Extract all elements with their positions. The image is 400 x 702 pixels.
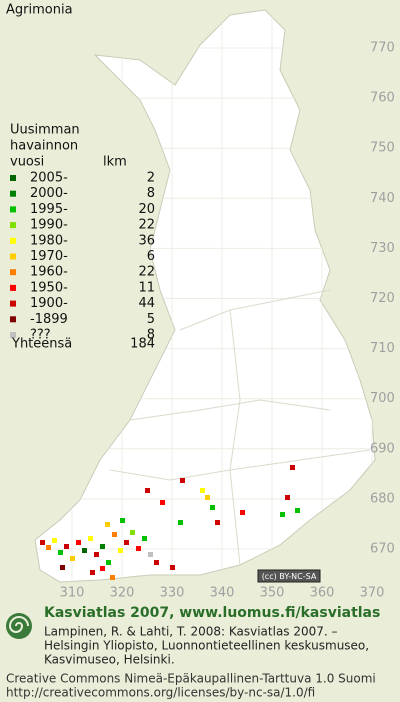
legend-count: 5 — [147, 312, 155, 327]
license-line: http://creativecommons.org/licenses/by-n… — [6, 686, 315, 700]
legend-count: 44 — [138, 296, 155, 311]
legend-swatch — [10, 284, 16, 291]
coordinate-ticks: 310 320 330 340 350 360 370 770 760 750 740 730 720 7… — [60, 41, 395, 601]
legend-swatch — [10, 222, 16, 229]
legend-count: 6 — [147, 249, 155, 264]
legend-label: 1970- — [30, 249, 68, 264]
license-badge-text: (cc) BY-NC-SA — [262, 572, 317, 581]
legend-label: 1980- — [30, 233, 68, 248]
legend-count: 8 — [147, 328, 155, 343]
x-tick-label: 320 — [110, 586, 135, 601]
y-tick-label: 710 — [370, 341, 395, 356]
legend-swatch — [10, 332, 16, 338]
legend-swatch — [10, 300, 16, 307]
legend-label: 1990- — [30, 218, 68, 233]
y-tick-label: 740 — [370, 191, 395, 206]
legend-label: 1995- — [30, 202, 68, 217]
legend-label: 1900- — [30, 296, 68, 311]
legend-swatch — [10, 206, 16, 213]
legend-swatch — [10, 237, 16, 244]
legend-count: 2 — [147, 171, 155, 186]
legend-label: ??? — [30, 328, 51, 343]
legend-column-year: vuosi — [10, 155, 44, 170]
observation-squares — [40, 465, 300, 580]
legend-count: 8 — [147, 186, 155, 201]
legend-swatch — [10, 253, 16, 260]
legend-count: 22 — [138, 265, 155, 280]
x-tick-label: 360 — [310, 586, 335, 601]
y-tick-label: 720 — [370, 291, 395, 306]
y-tick-label: 680 — [370, 491, 395, 506]
legend-swatch — [10, 190, 16, 197]
legend-heading: havainnon — [10, 139, 78, 154]
legend-heading: Uusimman — [10, 123, 80, 138]
legend-label: 2000- — [30, 186, 68, 201]
legend-column-count: lkm — [103, 155, 127, 170]
legend-total-label: Yhteensä — [11, 337, 72, 352]
y-tick-label: 730 — [370, 241, 395, 256]
license-badge: (cc) BY-NC-SA — [257, 569, 321, 583]
logo — [6, 613, 32, 639]
legend-swatch — [10, 316, 16, 323]
legend-swatch — [10, 269, 16, 276]
citation-line: Lampinen, R. & Lahti, T. 2008: Kasviatla… — [44, 625, 338, 639]
legend-label: 2005- — [30, 171, 68, 186]
y-tick-label: 670 — [370, 542, 395, 557]
legend-count: 22 — [138, 218, 155, 233]
footer-title: Kasviatlas 2007, www.luomus.fi/kasviatla… — [44, 605, 380, 621]
region-borders — [109, 289, 371, 566]
legend-label: 1950- — [30, 280, 68, 295]
legend-total: 184 — [130, 337, 155, 352]
y-tick-label: 690 — [370, 441, 395, 456]
citation-line: Helsingin Yliopisto, Luonnontieteellinen… — [44, 639, 369, 653]
x-tick-label: 340 — [210, 586, 235, 601]
y-tick-label: 770 — [370, 41, 395, 56]
legend-count: 11 — [138, 280, 155, 295]
legend-label: 1960- — [30, 265, 68, 280]
y-tick-label: 760 — [370, 91, 395, 106]
legend-swatch — [10, 175, 16, 181]
license-line: Creative Commons Nimeä-Epäkaupallinen-Ta… — [6, 672, 376, 686]
x-tick-label: 310 — [60, 586, 85, 601]
map-land — [34, 9, 376, 583]
legend-label: -1899 — [30, 312, 68, 327]
y-tick-label: 750 — [370, 141, 395, 156]
y-tick-label: 700 — [370, 391, 395, 406]
x-tick-label: 350 — [260, 586, 285, 601]
legend-count: 20 — [138, 202, 155, 217]
title: Agrimonia — [6, 3, 73, 18]
x-tick-label: 330 — [160, 586, 185, 601]
citation-line: Kasvimuseo, Helsinki. — [44, 653, 175, 667]
legend-count: 36 — [138, 233, 155, 248]
x-tick-label: 370 — [360, 586, 385, 601]
